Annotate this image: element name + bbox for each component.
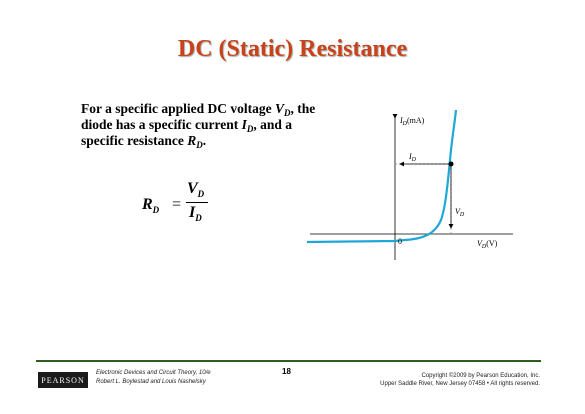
x-axis-label: VD(V) bbox=[477, 239, 498, 250]
vd-marker-label: VD bbox=[455, 207, 465, 218]
id-marker-label: ID bbox=[408, 152, 417, 163]
formula-i: I bbox=[189, 204, 196, 221]
body-intro: For a specific applied DC voltage bbox=[81, 101, 272, 116]
diode-curve bbox=[306, 110, 458, 244]
diode-characteristic-graph: ID(mA) ID VD 0 VD(V) bbox=[306, 110, 513, 260]
origin-label: 0 bbox=[398, 237, 402, 246]
formula-v-sub: D bbox=[197, 189, 205, 199]
footer-rights: Upper Saddle River, New Jersey 07458 • A… bbox=[380, 381, 540, 387]
footer-rule bbox=[36, 360, 541, 362]
footer-book-info: Electronic Devices and Circuit Theory, 1… bbox=[96, 369, 211, 387]
formula-denominator: ID bbox=[189, 204, 202, 223]
body-i-sub: D bbox=[246, 124, 254, 134]
body-period: . bbox=[202, 133, 207, 148]
body-mid: , the diode has a specific current bbox=[81, 101, 316, 132]
formula-v: V bbox=[187, 180, 198, 197]
fraction-bar bbox=[186, 202, 208, 203]
footer-authors: Robert L. Boylestad and Louis Nashelsky bbox=[96, 379, 206, 385]
body-r-sub: D bbox=[196, 140, 203, 150]
body-i-symbol: I bbox=[241, 117, 247, 132]
formula-lhs: RD bbox=[142, 196, 160, 215]
y-axis-label: ID(mA) bbox=[399, 116, 425, 127]
footer-copyright-block: Copyright ©2009 by Pearson Education, In… bbox=[380, 372, 540, 388]
operating-point bbox=[448, 161, 454, 167]
body-v-symbol: V bbox=[274, 101, 284, 116]
formula-i-sub: D bbox=[195, 213, 202, 223]
footer-copyright: Copyright ©2009 by Pearson Education, In… bbox=[421, 373, 541, 379]
page-number: 18 bbox=[282, 367, 291, 376]
pearson-logo: PEARSON bbox=[38, 372, 88, 388]
body-end: , and a specific resistance bbox=[81, 117, 293, 148]
body-r-symbol: R bbox=[187, 133, 197, 148]
slide-title: DC (Static) Resistance bbox=[177, 36, 408, 62]
formula-equals: = bbox=[172, 196, 182, 213]
body-text: For a specific applied DC voltage VD, th… bbox=[81, 101, 321, 150]
footer-book-title: Electronic Devices and Circuit Theory, 1… bbox=[96, 370, 211, 376]
body-v-sub: D bbox=[284, 108, 291, 118]
formula-numerator: VD bbox=[187, 180, 205, 199]
formula-r-sub: D bbox=[152, 205, 160, 215]
formula-r: R bbox=[142, 196, 153, 213]
